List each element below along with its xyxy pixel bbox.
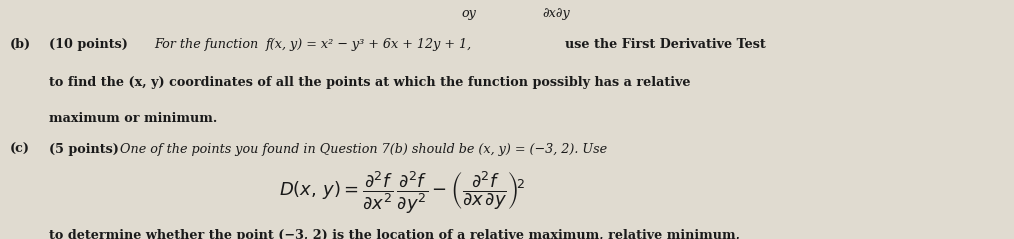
Text: (c): (c) — [10, 143, 30, 156]
Text: f(x, y) = x² − y³ + 6x + 12y + 1,: f(x, y) = x² − y³ + 6x + 12y + 1, — [266, 38, 472, 51]
Text: (b): (b) — [10, 38, 31, 51]
Text: use the First Derivative Test: use the First Derivative Test — [565, 38, 766, 51]
Text: ∂x∂y: ∂x∂y — [542, 7, 570, 20]
Text: One of the points you found in Question 7(b) should be (x, y) = (−3, 2). Use: One of the points you found in Question … — [120, 143, 606, 156]
Text: (5 points): (5 points) — [49, 143, 119, 156]
Text: oy: oy — [461, 7, 477, 20]
Text: For the function: For the function — [154, 38, 259, 51]
Text: $D(x,\,y)=\dfrac{\partial^{2}f}{\partial x^{2}}\,\dfrac{\partial^{2}f}{\partial : $D(x,\,y)=\dfrac{\partial^{2}f}{\partial… — [279, 169, 525, 216]
Text: to find the (x, y) coordinates of all the points at which the function possibly : to find the (x, y) coordinates of all th… — [49, 76, 691, 89]
Text: to determine whether the point (−3, 2) is the location of a relative maximum, re: to determine whether the point (−3, 2) i… — [49, 229, 739, 239]
Text: maximum or minimum.: maximum or minimum. — [49, 112, 217, 125]
Text: (10 points): (10 points) — [49, 38, 128, 51]
